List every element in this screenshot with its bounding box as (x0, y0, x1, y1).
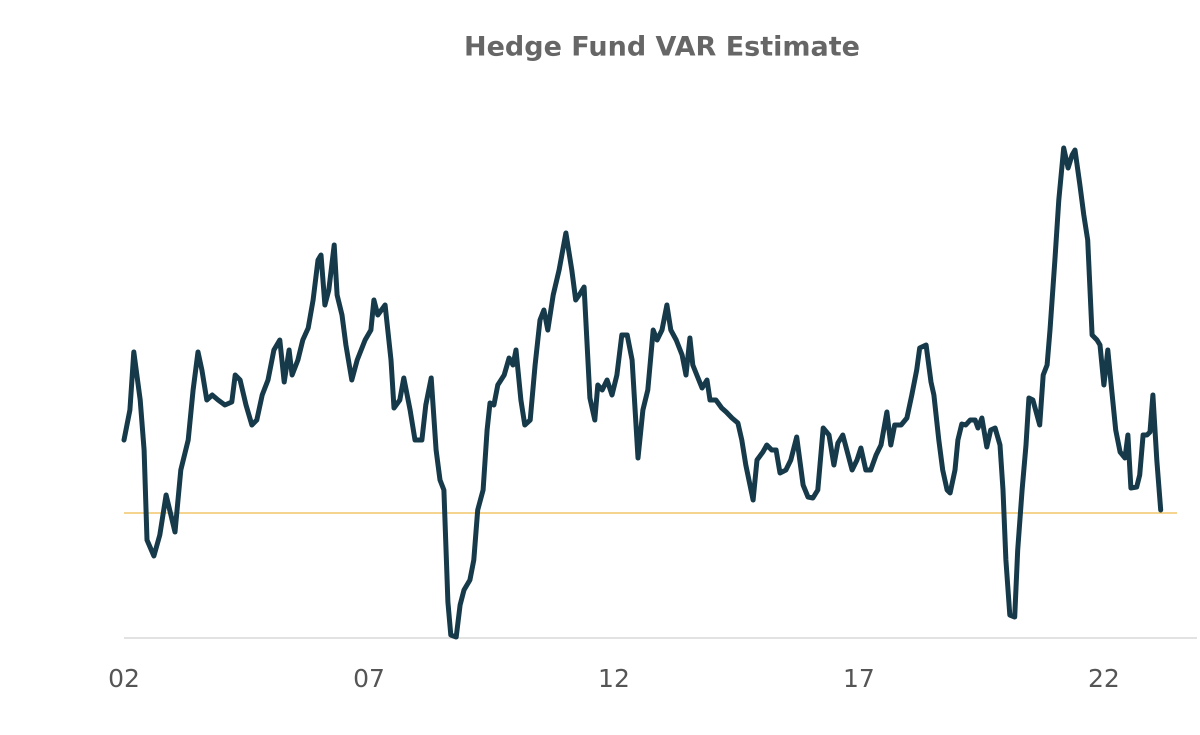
x-tick-label: 12 (598, 664, 630, 693)
chart-title: Hedge Fund VAR Estimate (464, 32, 860, 63)
x-tick-label: 22 (1088, 664, 1120, 693)
x-tick-label: 17 (843, 664, 875, 693)
x-tick-label: 07 (353, 664, 385, 693)
data-line (121, 145, 1164, 640)
x-tick-label: 02 (108, 664, 140, 693)
